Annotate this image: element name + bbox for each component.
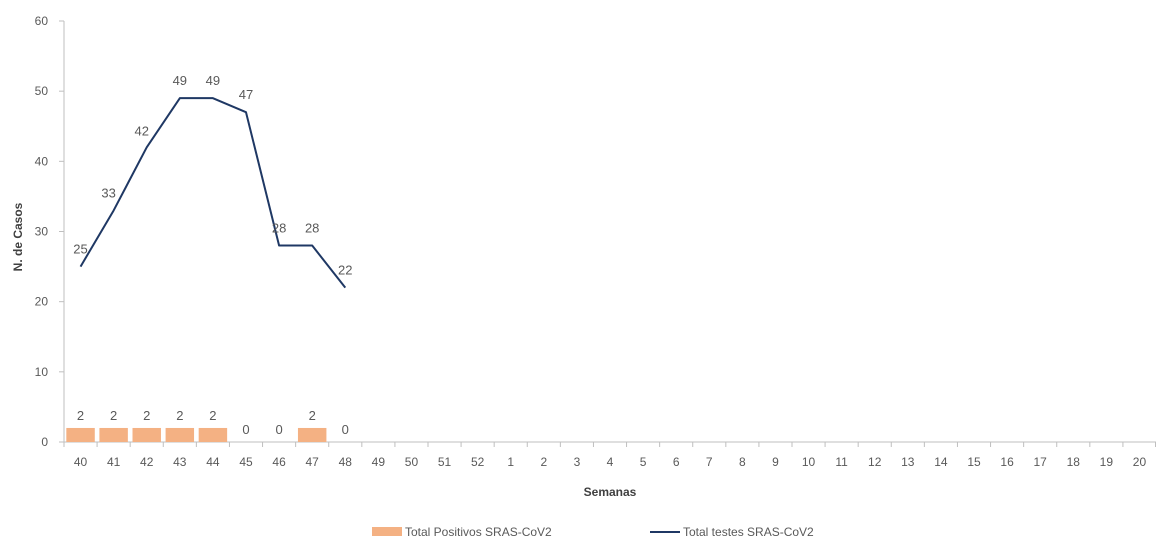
x-tick-label: 7	[706, 455, 713, 469]
x-tick-label: 9	[772, 455, 779, 469]
x-tick-label: 11	[835, 455, 848, 469]
bar-data-label: 0	[275, 422, 282, 437]
x-tick-label: 4	[607, 455, 614, 469]
bar	[132, 427, 161, 442]
y-tick-label: 40	[35, 154, 49, 168]
x-tick-label: 8	[739, 455, 746, 469]
x-tick-label: 46	[272, 455, 286, 469]
legend: Total Positivos SRAS-CoV2 Total testes S…	[372, 525, 814, 539]
x-tick-label: 14	[934, 455, 948, 469]
line-data-label: 22	[338, 263, 352, 278]
bar-data-label: 2	[143, 408, 150, 423]
x-tick-label: 12	[868, 455, 882, 469]
x-tick-label: 13	[901, 455, 915, 469]
line-data-label: 33	[101, 185, 115, 200]
line-data-label: 28	[272, 221, 286, 236]
y-tick-label: 50	[35, 84, 49, 98]
bar	[198, 427, 228, 442]
bar-data-label: 0	[342, 422, 349, 437]
line-series	[79, 97, 347, 289]
x-tick-label: 48	[339, 455, 353, 469]
y-axis: 0 10 20 30 40 50 60	[35, 14, 65, 449]
line-data-label: 42	[134, 123, 148, 138]
x-tick-label: 49	[372, 455, 386, 469]
x-axis: 40 41 42 43 44 45 46 47 48 49 50 51 52 1 2 3 4 5 6 7 8 9 10 11 1…	[63, 441, 1156, 469]
bar-data-label: 2	[309, 408, 316, 423]
x-tick-label: 52	[471, 455, 485, 469]
bar-data-label: 2	[77, 408, 84, 423]
x-tick-label: 44	[206, 455, 220, 469]
x-tick-label: 40	[74, 455, 88, 469]
y-tick-label: 20	[35, 295, 49, 309]
y-tick-label: 0	[41, 435, 48, 449]
y-tick-label: 30	[35, 225, 49, 239]
x-tick-label: 18	[1067, 455, 1081, 469]
bar-data-label: 2	[209, 408, 216, 423]
x-tick-label: 2	[540, 455, 547, 469]
x-tick-label: 19	[1100, 455, 1114, 469]
x-tick-label: 41	[107, 455, 121, 469]
x-tick-label: 42	[140, 455, 154, 469]
x-tick-label: 17	[1034, 455, 1048, 469]
legend-swatch-bar	[372, 527, 402, 536]
x-tick-label: 16	[1000, 455, 1014, 469]
x-tick-label: 15	[967, 455, 981, 469]
x-tick-label: 5	[640, 455, 647, 469]
bar-data-label: 0	[242, 422, 249, 437]
line-data-label: 49	[206, 73, 220, 88]
y-tick-label: 10	[35, 365, 49, 379]
y-axis-title: N. de Casos	[11, 202, 25, 271]
bar	[297, 427, 327, 442]
x-tick-label: 10	[802, 455, 816, 469]
x-tick-label: 6	[673, 455, 680, 469]
x-axis-title: Semanas	[584, 485, 637, 499]
x-tick-label: 43	[173, 455, 187, 469]
bar	[165, 427, 195, 442]
x-tick-label: 47	[306, 455, 320, 469]
x-tick-label: 50	[405, 455, 419, 469]
x-tick-label: 51	[438, 455, 452, 469]
bar	[99, 427, 128, 442]
x-tick-label: 1	[507, 455, 514, 469]
x-tick-label: 20	[1133, 455, 1147, 469]
legend-label-bar: Total Positivos SRAS-CoV2	[405, 525, 552, 539]
bar	[66, 427, 95, 442]
x-tick-label: 3	[574, 455, 581, 469]
bar-data-label: 2	[110, 408, 117, 423]
bar-data-label: 2	[176, 408, 183, 423]
line-data-label: 47	[239, 87, 253, 102]
line-data-label: 25	[73, 242, 87, 257]
y-tick-label: 60	[35, 14, 49, 28]
x-tick-label: 45	[239, 455, 253, 469]
bar-series	[66, 427, 327, 442]
line-data-label: 49	[173, 73, 187, 88]
legend-label-line: Total testes SRAS-CoV2	[683, 525, 814, 539]
line-data-label: 28	[305, 221, 319, 236]
line-path	[79, 97, 347, 289]
